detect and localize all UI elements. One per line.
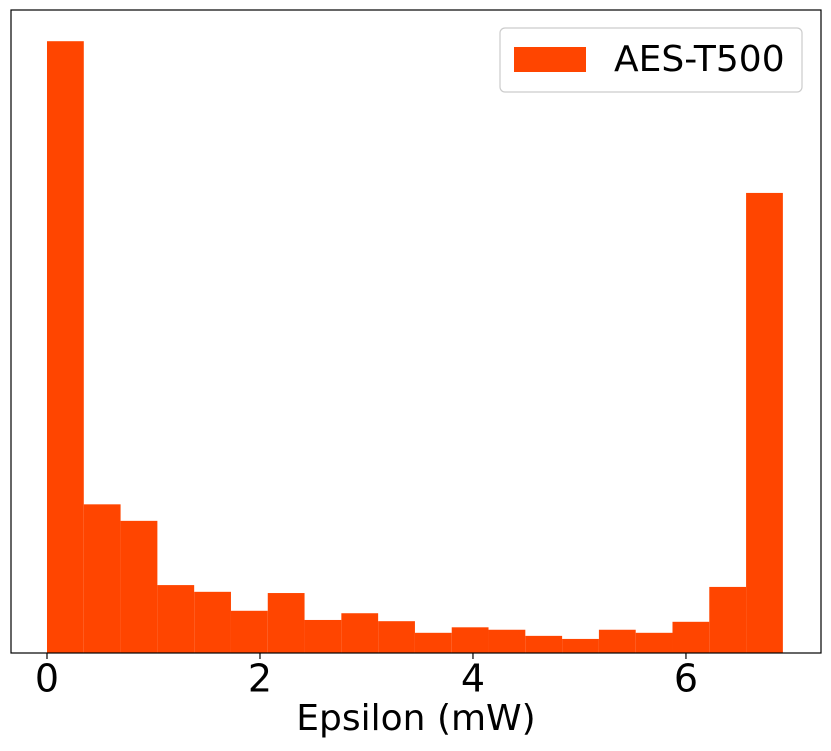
bar [46,41,84,653]
bar [562,638,599,653]
bar [120,520,158,653]
bar [194,591,231,653]
bar [230,610,268,653]
x-tick-label: 4 [461,657,485,701]
bar [525,635,563,653]
bar [304,619,342,653]
legend-label: AES-T500 [614,39,785,80]
bar [83,504,121,653]
x-tick-label: 0 [35,657,59,701]
x-tick-label: 2 [248,657,272,701]
bar [635,632,673,653]
bar [341,613,379,653]
bar [414,632,452,653]
bar [157,585,195,653]
bar [746,192,783,654]
x-axis-label: Epsilon (mW) [296,698,535,739]
x-tick-label: 6 [674,657,698,701]
bar [451,627,489,653]
plot-frame [10,9,822,654]
bar [709,586,747,653]
bar [488,629,526,653]
bar [598,629,636,653]
legend-swatch [514,47,586,72]
bar [672,621,710,653]
bar [267,593,305,653]
legend-box [499,27,803,93]
bar [378,621,415,653]
